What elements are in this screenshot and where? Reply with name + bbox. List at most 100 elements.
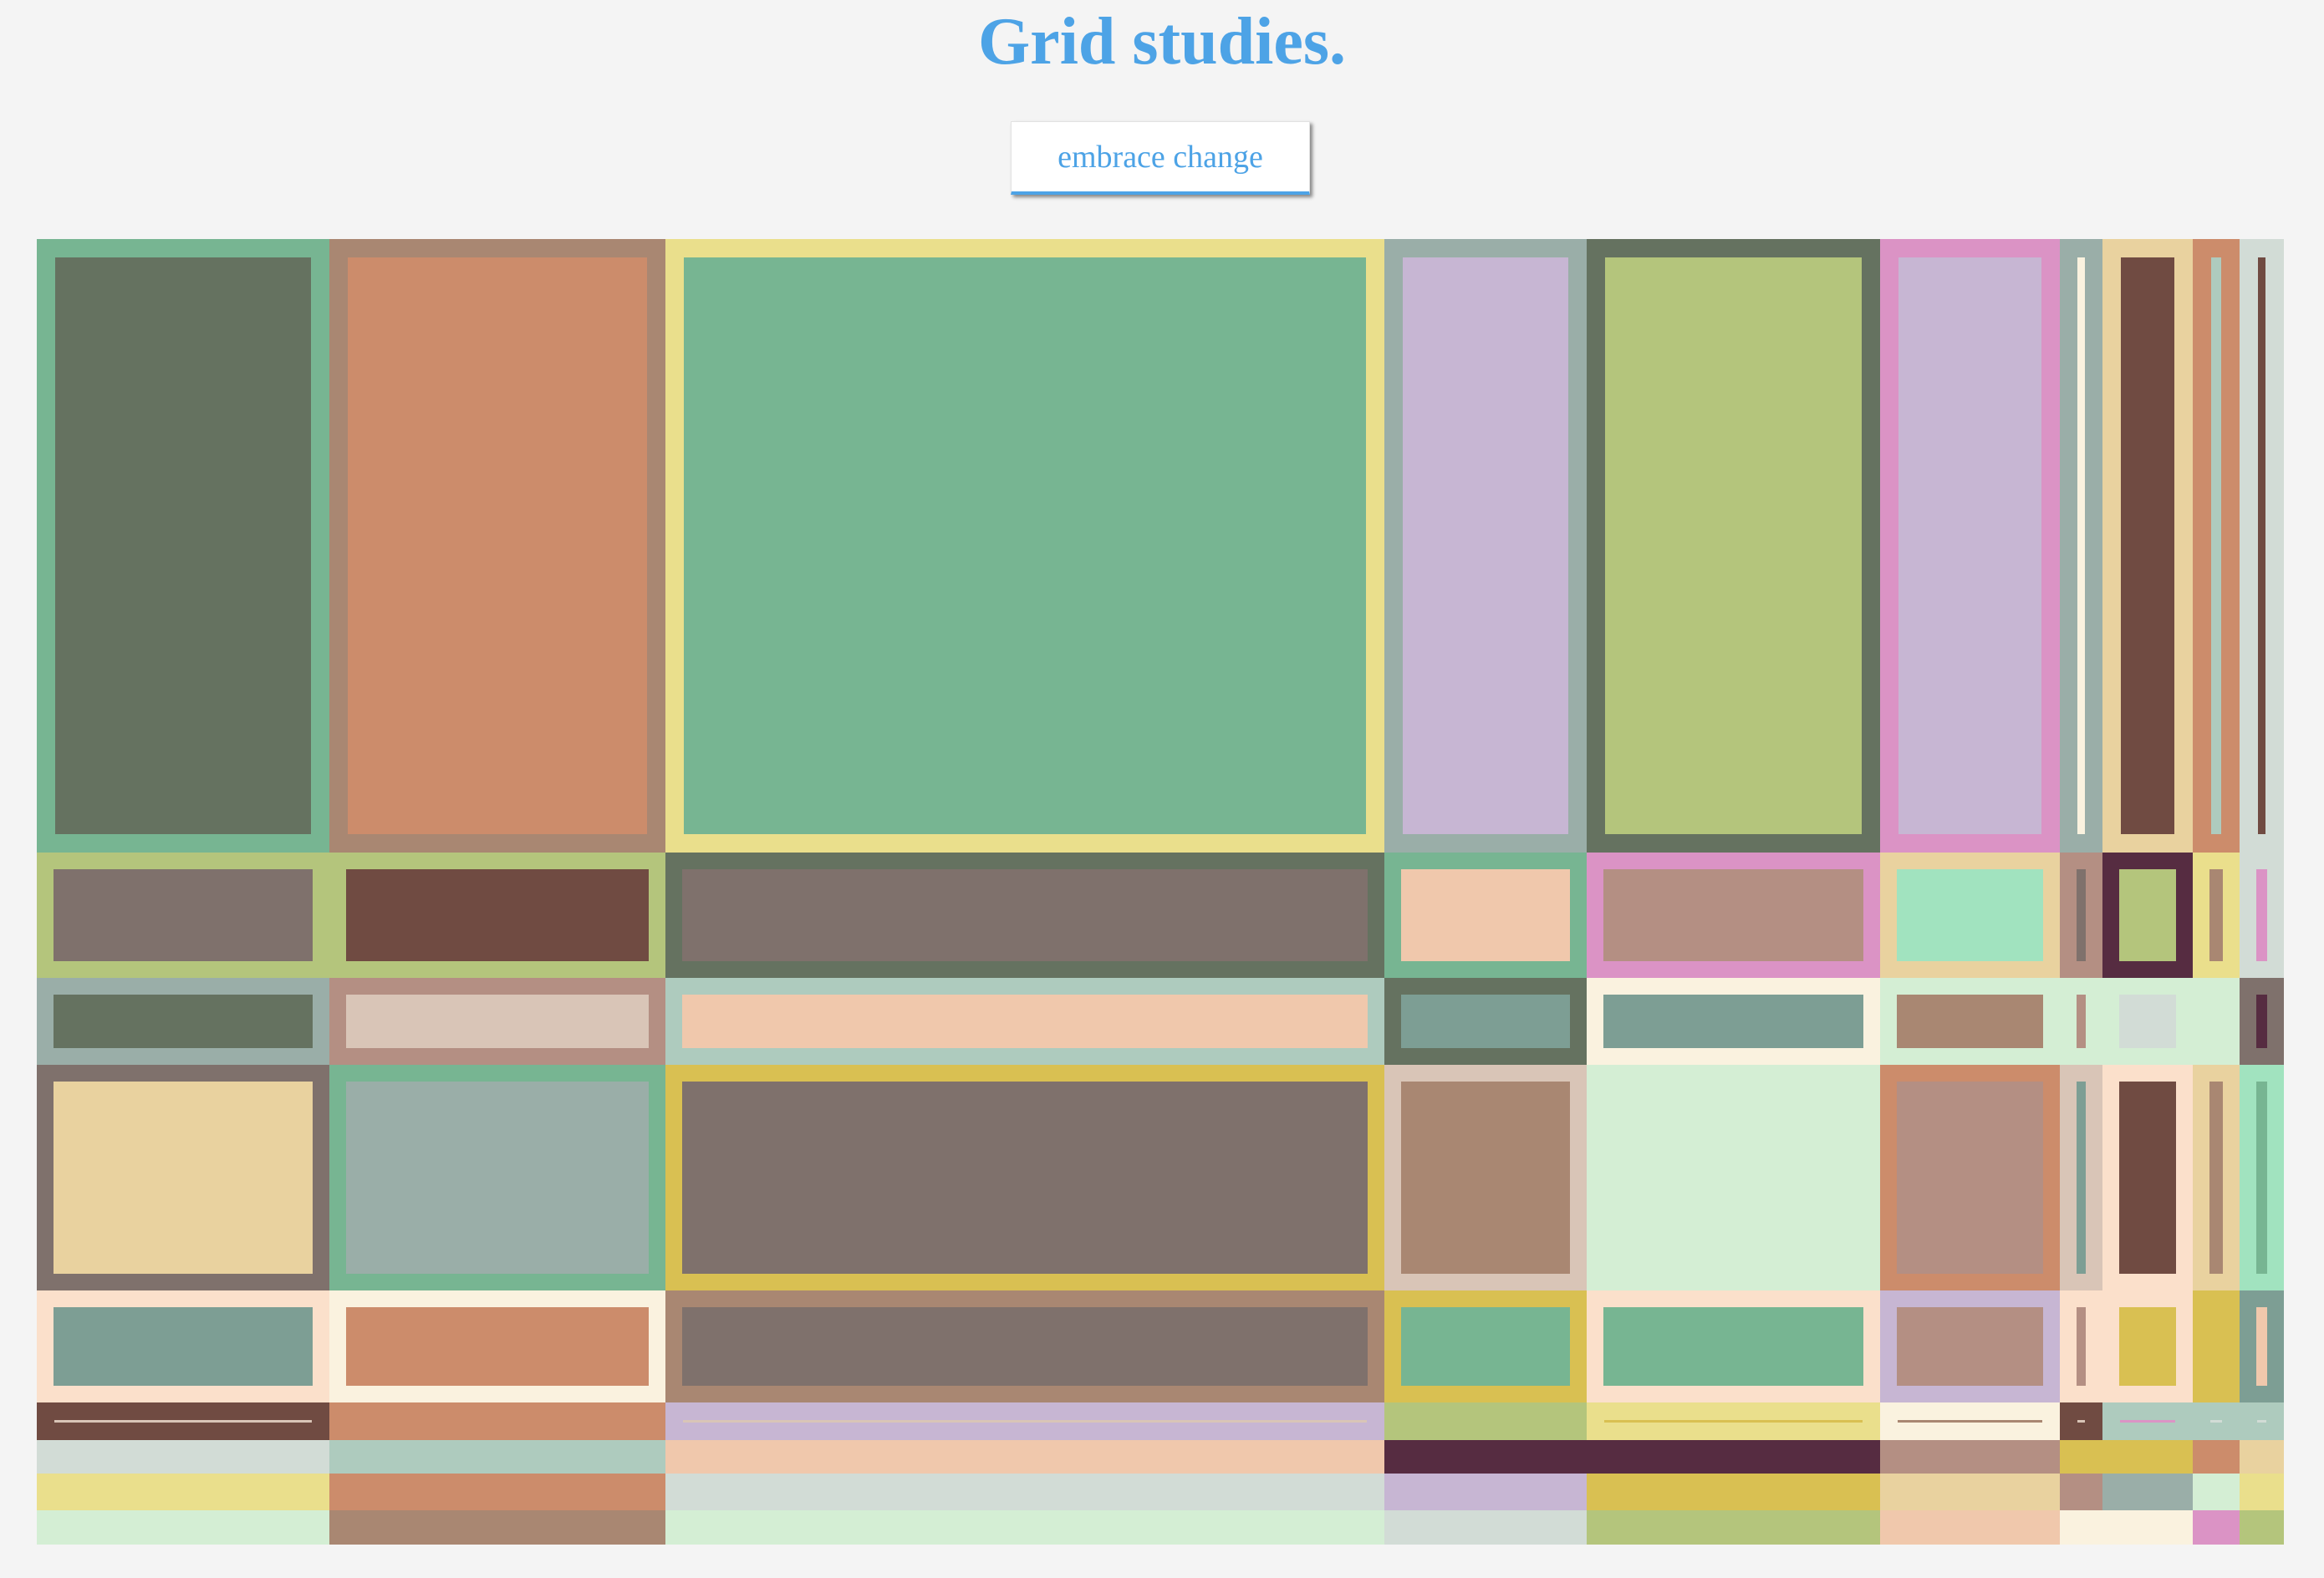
grid-cell-inner <box>348 257 647 834</box>
grid-cell <box>2193 853 2240 978</box>
grid-cell <box>2102 1402 2193 1440</box>
grid-cell-inner <box>2258 257 2265 834</box>
grid-cell-inner <box>346 869 649 961</box>
grid-cell <box>1384 978 1587 1065</box>
grid-cell <box>1384 1510 1587 1545</box>
grid-cell-inner <box>2077 1420 2085 1423</box>
grid-cell-inner <box>1897 869 2043 961</box>
grid-cell <box>1587 1402 1880 1440</box>
grid-cell <box>665 853 1384 978</box>
grid-cell-inner <box>1897 995 2043 1048</box>
grid-cell <box>329 1474 665 1510</box>
grid-cell-inner <box>684 257 1366 834</box>
grid-cell-inner <box>1603 869 1863 961</box>
grid-cell-inner <box>2077 995 2086 1048</box>
grid-cell <box>665 1065 1384 1290</box>
grid-cell-inner <box>346 995 649 1048</box>
grid-cell <box>1880 1290 2060 1402</box>
grid-cell <box>329 1440 665 1474</box>
grid-cell-inner <box>2121 257 2174 834</box>
grid-cell-inner <box>55 257 311 834</box>
grid-cell <box>2102 1065 2193 1290</box>
grid-cell <box>665 1440 1384 1474</box>
grid-cell <box>1384 1290 1587 1402</box>
grid-cell <box>2240 1290 2284 1402</box>
grid-cell <box>1880 1510 2060 1545</box>
grid-cell <box>665 978 1384 1065</box>
grid-cell <box>2102 978 2193 1065</box>
grid-cell <box>1587 239 1880 853</box>
grid-cell-inner <box>2077 257 2085 834</box>
grid-cell-inner <box>1605 257 1862 834</box>
grid-cell <box>2060 239 2102 853</box>
grid-cell-inner <box>54 1082 313 1274</box>
grid-cell-inner <box>682 1082 1368 1274</box>
grid-cell <box>1587 978 1880 1065</box>
grid-cell <box>2060 978 2102 1065</box>
grid-cell <box>2193 239 2240 853</box>
grid-cell-inner <box>1603 1307 1863 1386</box>
grid-cell <box>1587 1290 1880 1402</box>
grid-cell <box>665 239 1384 853</box>
grid-cell <box>1880 239 2060 853</box>
grid-cell <box>665 1290 1384 1402</box>
grid-cell-inner <box>2119 869 2176 961</box>
grid-cell <box>329 1290 665 1402</box>
grid-cell <box>665 1402 1384 1440</box>
grid-cell <box>2102 1474 2193 1510</box>
grid-cell <box>2102 853 2193 978</box>
grid-cell <box>1587 1440 1880 1474</box>
grid-cell-inner <box>682 995 1368 1048</box>
grid-cell <box>2102 1510 2193 1545</box>
grid-cell <box>1880 978 2060 1065</box>
grid-cell-inner <box>2209 869 2223 961</box>
grid-cell-inner <box>1897 1082 2043 1274</box>
grid-cell <box>2193 978 2240 1065</box>
grid-cell-inner <box>1898 257 2041 834</box>
grid-cell-inner <box>2256 1082 2267 1274</box>
grid-cell-inner <box>54 869 313 961</box>
grid-cell <box>2240 239 2284 853</box>
grid-cell <box>2193 1290 2240 1402</box>
grid-cell-inner <box>2256 869 2267 961</box>
page-title: Grid studies. <box>977 5 1347 79</box>
grid-cell <box>1587 1474 1880 1510</box>
grid-cell-inner <box>2077 1307 2086 1386</box>
grid-cell-inner <box>2077 1082 2086 1274</box>
grid-cell-inner <box>1403 257 1568 834</box>
grid-cell-inner <box>1401 1307 1570 1386</box>
grid-cell <box>1880 1065 2060 1290</box>
grid-cell <box>2060 1402 2102 1440</box>
grid-cell <box>37 1065 329 1290</box>
grid-cell <box>37 239 329 853</box>
grid-cell <box>2102 1440 2193 1474</box>
grid-cell <box>665 1510 1384 1545</box>
grid-cell-inner <box>1401 869 1570 961</box>
grid-cell-inner <box>54 1420 312 1423</box>
grid-cell <box>1587 853 1880 978</box>
grid-cell <box>2240 1474 2284 1510</box>
grid-cell <box>2060 1290 2102 1402</box>
grid-cell-inner <box>2256 1307 2267 1386</box>
grid-cell <box>2060 1510 2102 1545</box>
grid-cell <box>2102 239 2193 853</box>
embrace-change-button[interactable]: embrace change <box>1011 121 1310 195</box>
grid-cell <box>1384 853 1587 978</box>
grid-cell <box>2240 978 2284 1065</box>
grid-cell-inner <box>2119 995 2176 1048</box>
grid-cell-inner <box>2119 1307 2176 1386</box>
grid-cell-inner <box>2257 1420 2266 1423</box>
grid-cell <box>329 239 665 853</box>
grid-cell <box>1587 1065 1880 1290</box>
grid-cell-inner <box>2119 1082 2176 1274</box>
grid-cell-inner <box>2077 869 2086 961</box>
grid-cell-inner <box>54 1307 313 1386</box>
grid-cell <box>329 978 665 1065</box>
grid-cell <box>2240 1402 2284 1440</box>
grid-cell <box>2240 853 2284 978</box>
grid-cell <box>2240 1440 2284 1474</box>
grid-cell <box>2193 1402 2240 1440</box>
grid-cell-inner <box>2209 1082 2223 1274</box>
grid-cell-inner <box>346 1307 649 1386</box>
